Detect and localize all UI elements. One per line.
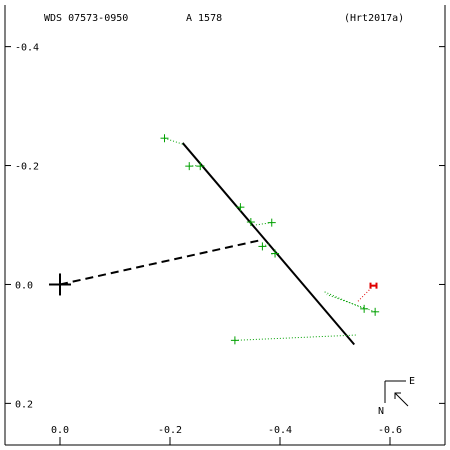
residual-line bbox=[189, 165, 198, 167]
residual-line bbox=[164, 137, 185, 146]
x-tick-label: 0.0 bbox=[51, 425, 69, 436]
x-tick-label: -0.6 bbox=[378, 425, 402, 436]
y-tick-label: 0.2 bbox=[15, 399, 33, 410]
header-reference: (Hrt2017a) bbox=[344, 13, 404, 24]
residual-line bbox=[262, 243, 270, 247]
compass-north-label: N bbox=[378, 406, 384, 417]
residual-line bbox=[326, 294, 376, 313]
header-wds: WDS 07573-0950 bbox=[44, 13, 128, 24]
x-tick-label: -0.2 bbox=[158, 425, 182, 436]
compass-arrow-icon bbox=[394, 392, 409, 407]
header-discoverer: A 1578 bbox=[186, 13, 222, 24]
separation-line bbox=[59, 238, 263, 286]
y-tick-label: 0.0 bbox=[15, 280, 33, 291]
y-tick-label: -0.4 bbox=[15, 43, 39, 54]
x-tick-label: -0.4 bbox=[268, 425, 292, 436]
residual-line bbox=[323, 291, 365, 310]
y-tick-label: -0.2 bbox=[15, 162, 39, 173]
compass-east-label: E bbox=[409, 376, 415, 387]
